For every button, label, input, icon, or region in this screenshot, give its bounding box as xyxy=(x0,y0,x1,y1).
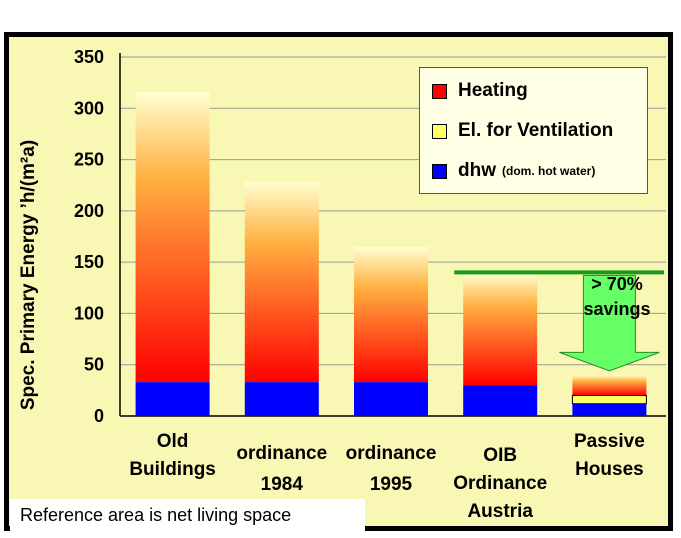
bar-heating xyxy=(463,272,538,386)
bar-heating xyxy=(354,246,428,383)
legend-item-heating: Heating xyxy=(432,78,528,104)
legend-label-ventilation: El. for Ventilation xyxy=(458,120,614,141)
bar-dhw xyxy=(135,382,210,416)
y-tick-label: 300 xyxy=(74,98,104,118)
savings-annotation: > 70% savings xyxy=(583,274,651,319)
legend-label-heating: Heating xyxy=(458,80,528,101)
y-tick-label: 250 xyxy=(74,150,104,170)
x-tick-label: OIB Ordinance Austria xyxy=(453,445,548,522)
y-axis-label: Spec. Primary Energy ’h/(m²a) xyxy=(18,139,39,411)
legend-item-dhw: dhw (dom. hot water) xyxy=(432,158,595,184)
bar-ventilation xyxy=(571,394,647,405)
bar-heating xyxy=(135,91,210,383)
x-tick-label: Passive Houses xyxy=(573,431,645,480)
x-tick-label: Old Buildings xyxy=(129,431,216,480)
y-tick-label: 350 xyxy=(74,47,104,67)
legend-item-ventilation: El. for Ventilation xyxy=(432,118,613,144)
legend-label-dhw: dhw xyxy=(458,160,496,181)
bar-heating xyxy=(244,182,319,383)
bar-dhw xyxy=(463,385,538,416)
legend-swatch-ventilation xyxy=(432,123,447,139)
legend-swatch-heating xyxy=(432,83,447,99)
reference-note: Reference area is net living space xyxy=(10,499,365,531)
savings-arrow xyxy=(559,274,660,372)
y-tick-label: 200 xyxy=(74,201,104,221)
bar-heating xyxy=(572,374,647,396)
y-tick-label: 150 xyxy=(74,252,104,272)
y-tick-label: 50 xyxy=(84,355,104,375)
y-tick-label: 100 xyxy=(74,303,104,323)
bar-dhw xyxy=(244,382,319,416)
bar-dhw xyxy=(354,382,428,416)
y-tick-label: 0 xyxy=(94,406,104,426)
bar-dhw xyxy=(572,403,647,416)
x-tick-label: ordinance 1995 xyxy=(345,443,437,495)
legend-label-dhw-note: (dom. hot water) xyxy=(502,164,596,178)
legend-swatch-dhw xyxy=(432,163,447,179)
x-tick-label: ordinance 1984 xyxy=(236,443,328,495)
legend: Heating El. for Ventilation dhw (dom. ho… xyxy=(419,67,648,194)
